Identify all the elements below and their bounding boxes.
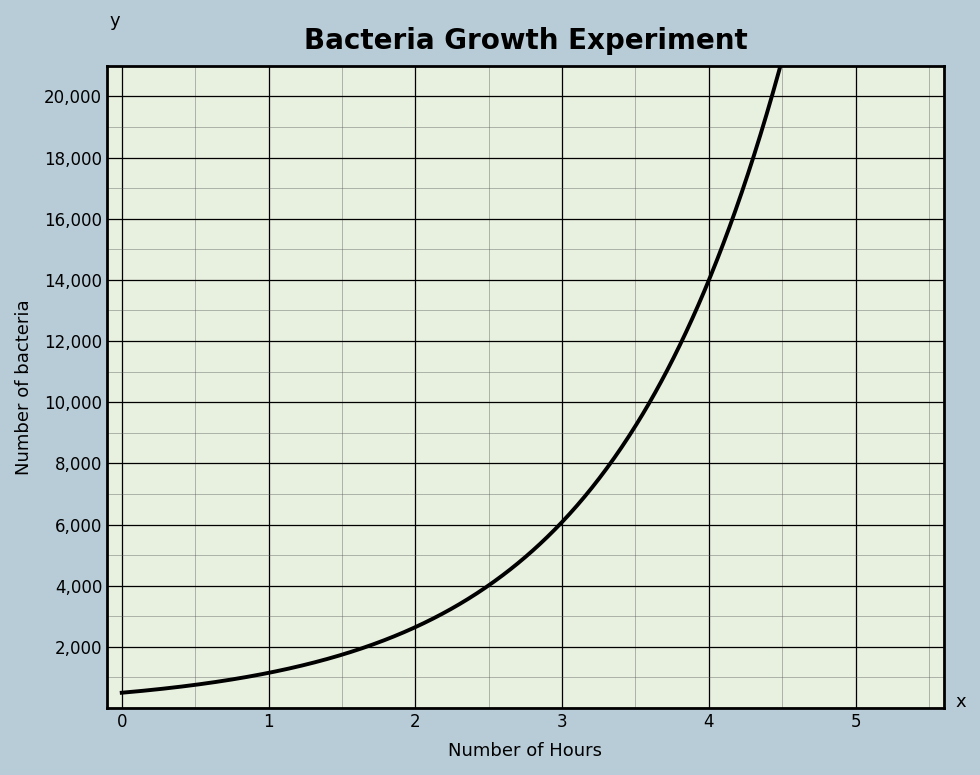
Text: y: y bbox=[109, 12, 120, 30]
X-axis label: Number of Hours: Number of Hours bbox=[449, 742, 603, 760]
Y-axis label: Number of bacteria: Number of bacteria bbox=[15, 299, 33, 475]
Text: x: x bbox=[956, 693, 966, 711]
Title: Bacteria Growth Experiment: Bacteria Growth Experiment bbox=[304, 27, 748, 55]
